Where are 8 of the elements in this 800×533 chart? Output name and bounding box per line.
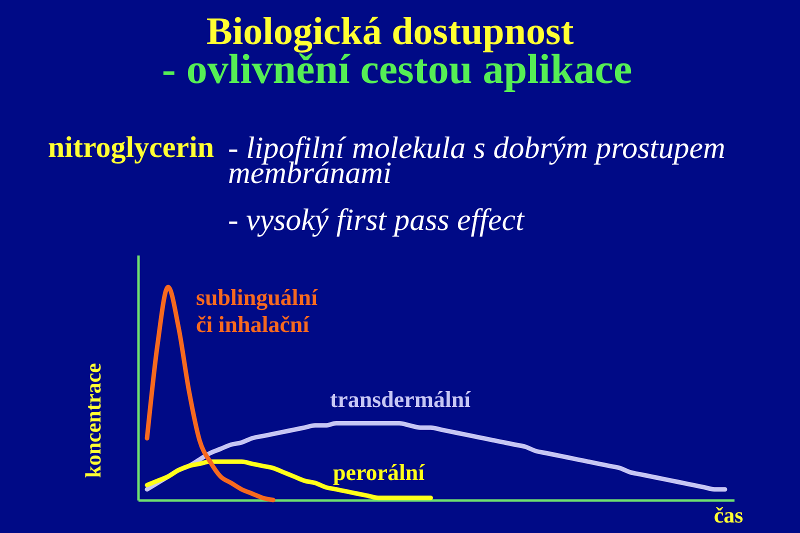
series-label: transdermální: [330, 387, 472, 412]
text: nitroglycerin: [48, 131, 214, 164]
series-label: sublinguální či inhalační: [196, 285, 318, 337]
y-axis-title: koncentrace: [80, 362, 106, 478]
series-label: perorální: [333, 460, 426, 485]
x-axis-title: čas: [714, 502, 744, 528]
text: - vysoký first pass effect: [228, 202, 526, 237]
text: - lipofilní molekula s dobrým prostupem membránami: [228, 130, 726, 190]
